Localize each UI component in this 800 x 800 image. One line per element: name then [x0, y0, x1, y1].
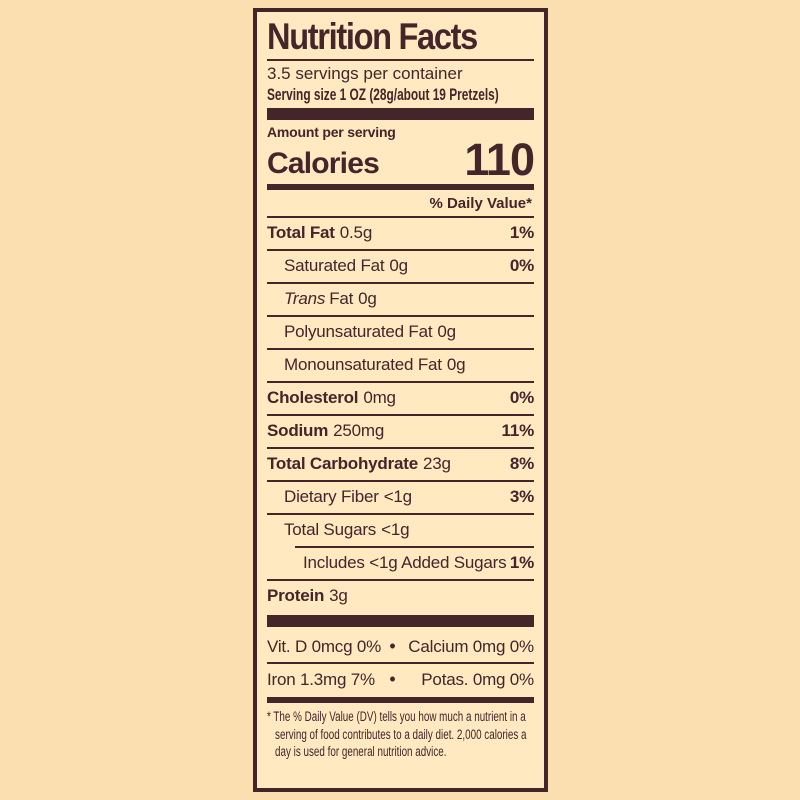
nutrient-name: Dietary Fiber [284, 487, 379, 507]
nutrient-name: Monounsaturated Fat [284, 355, 442, 375]
nutrient-row-dietary-fiber: Dietary Fiber <1g 3% [267, 482, 534, 513]
daily-value-percent: 1% [509, 223, 534, 243]
nutrient-amount: <1g [381, 520, 410, 540]
separator [267, 282, 534, 285]
thick-divider-micros [267, 615, 534, 628]
micronutrient-right: Calcium 0mg 0% [408, 637, 534, 657]
separator [267, 315, 534, 318]
daily-value-percent: 8% [509, 454, 534, 474]
nutrient-name: Saturated Fat [284, 256, 385, 276]
bullet-separator: • [389, 669, 396, 690]
label-title: Nutrition Facts [267, 16, 478, 57]
nutrient-name: Total Sugars [284, 520, 377, 540]
nutrient-amount: <1g [383, 487, 412, 507]
daily-value-percent: 1% [509, 553, 534, 573]
medium-divider-calories [267, 184, 534, 191]
micronutrient-right: Potas. 0mg 0% [421, 670, 534, 690]
micronutrient-left: Iron 1.3mg 7% [267, 670, 375, 690]
nutrient-amount: 0g [389, 256, 408, 276]
nutrient-name: Polyunsaturated Fat [284, 322, 433, 342]
bullet-separator: • [389, 636, 396, 657]
nutrient-name: Cholesterol [267, 388, 359, 408]
micronutrient-row-2: Iron 1.3mg 7% • Potas. 0mg 0% [267, 664, 534, 695]
nutrient-row-total-fat: Total Fat 0.5g 1% [267, 218, 534, 249]
nutrient-name: Protein [267, 586, 325, 606]
nutrient-row-protein: Protein 3g [267, 581, 534, 612]
nutrient-amount: 0mg [363, 388, 396, 408]
nutrient-row-sodium: Sodium 250mg 11% [267, 416, 534, 447]
nutrient-row-saturated-fat: Saturated Fat 0g 0% [267, 251, 534, 282]
nutrient-amount: 0g [446, 355, 466, 375]
title-divider [267, 58, 534, 61]
daily-value-footnote: * The % Daily Value (DV) tells you how m… [267, 709, 527, 760]
nutrient-amount: 250mg [333, 421, 385, 441]
nutrient-name-italic: Trans [284, 289, 326, 309]
separator [267, 662, 534, 665]
nutrient-row-trans-fat: Trans Fat 0g [267, 284, 534, 315]
calories-row: Calories 110 [267, 133, 535, 185]
amount-per-serving-label: Amount per serving [267, 123, 396, 140]
daily-value-header: % Daily Value* [429, 195, 532, 213]
nutrient-amount: 0g [358, 289, 377, 309]
nutrient-row-added-sugars: Includes <1g Added Sugars 1% [267, 548, 534, 579]
daily-value-percent: 11% [501, 421, 535, 441]
daily-value-percent: 3% [509, 487, 534, 507]
separator [267, 480, 534, 483]
nutrition-facts-label: Nutrition Facts 3.5 servings per contain… [253, 8, 548, 792]
micronutrient-left: Vit. D 0mcg 0% [267, 637, 382, 657]
nutrient-row-total-carbohydrate: Total Carbohydrate 23g 8% [267, 449, 534, 480]
nutrient-name: Sodium [267, 421, 329, 441]
separator [267, 447, 534, 450]
separator [267, 579, 534, 582]
nutrient-amount: 0g [437, 322, 456, 342]
thick-divider-top [267, 107, 534, 120]
nutrient-name: Includes <1g Added Sugars [303, 553, 507, 573]
separator [267, 348, 534, 351]
nutrient-name: Fat [329, 289, 354, 309]
nutrient-amount: 0.5g [339, 223, 373, 243]
nutrient-name: Total Carbohydrate [267, 454, 418, 474]
nutrient-amount: 3g [329, 586, 348, 606]
nutrient-row-monounsaturated-fat: Monounsaturated Fat 0g [267, 350, 534, 381]
medium-divider-footnote [267, 697, 534, 704]
separator [267, 249, 534, 252]
nutrient-name: Total Fat [267, 223, 335, 243]
nutrient-row-cholesterol: Cholesterol 0mg 0% [267, 383, 534, 414]
nutrient-row-total-sugars: Total Sugars <1g [267, 515, 534, 546]
micronutrient-row-1: Vit. D 0mcg 0% • Calcium 0mg 0% [267, 631, 534, 662]
nutrient-amount: 23g [423, 454, 451, 474]
calories-label: Calories [267, 147, 380, 181]
daily-value-percent: 0% [509, 256, 534, 276]
calories-value: 110 [464, 133, 535, 185]
separator [267, 513, 534, 516]
daily-value-percent: 0% [509, 388, 534, 408]
separator [267, 381, 534, 384]
separator [267, 216, 534, 219]
separator [267, 414, 534, 417]
nutrient-row-polyunsaturated-fat: Polyunsaturated Fat 0g [267, 317, 534, 348]
serving-size: Serving size 1 OZ (28g/about 19 Pretzels… [267, 85, 499, 104]
separator-indented [295, 546, 534, 549]
servings-per-container: 3.5 servings per container [267, 63, 463, 83]
